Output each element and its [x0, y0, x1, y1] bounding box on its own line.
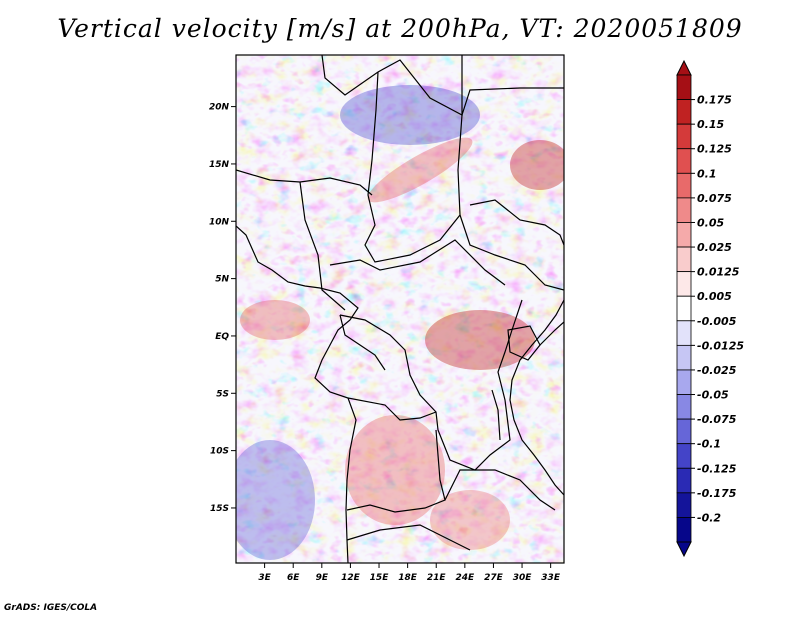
lat-tick-label: 5S — [216, 389, 229, 399]
colorbar-segment — [676, 271, 692, 297]
lat-tick-label: 5N — [215, 275, 229, 285]
congo-gabon-border — [339, 314, 386, 371]
political-boundaries — [236, 55, 564, 563]
field-texture — [236, 55, 564, 563]
latitude-axis: 20N 15N 10N 5N EQ 5S 10S 15S — [209, 103, 236, 514]
lat-tick-label: 15N — [209, 160, 230, 170]
colorbar-segment — [676, 517, 692, 543]
colorbar-segment — [676, 99, 692, 125]
colorbar: 0.175 0.15 0.125 0.1 0.075 0.05 0.025 0.0125 0.0… — [676, 59, 744, 558]
colorbar-segment — [676, 443, 692, 469]
colorbar-segment — [676, 418, 692, 445]
colorbar-top-arrow — [676, 59, 692, 76]
lake-tanganyika — [491, 389, 501, 441]
drc-border — [339, 299, 523, 471]
colorbar-label: -0.05 — [697, 389, 729, 402]
colorbar-label: 0.175 — [697, 94, 732, 107]
colorbar-segment — [676, 344, 692, 371]
colorbar-segment — [676, 394, 692, 420]
lat-tick-label: EQ — [215, 332, 229, 342]
colorbar-label: 0.025 — [697, 241, 732, 254]
lat-tick-label: 10N — [209, 217, 230, 227]
lon-tick-label: 33E — [541, 573, 561, 583]
lon-tick-label: 12E — [341, 573, 361, 583]
angola-border — [347, 397, 437, 421]
longitude-axis: 3E 6E 9E 12E 15E 18E 21E 24E 27E 30E 33E — [258, 563, 561, 583]
nigeria-cameroon-border — [299, 181, 346, 311]
south-sudan-border — [459, 214, 564, 291]
ethiopia-border — [469, 199, 564, 246]
lat-tick-label: 10S — [210, 447, 229, 457]
niger-nigeria-border — [236, 169, 373, 196]
colorbar-label: -0.025 — [697, 364, 737, 377]
lake-victoria — [507, 325, 541, 361]
map-frame — [235, 54, 565, 564]
colorbar-segment — [676, 320, 692, 346]
field-zambia-red — [430, 490, 510, 550]
grads-credit: GrADS: IGES/COLA — [4, 603, 98, 613]
colorbar-label: 0.005 — [697, 290, 732, 303]
field-sahara-blue — [340, 85, 480, 145]
car-border — [329, 239, 506, 286]
colorbar-label: -0.005 — [697, 315, 737, 328]
field-atlantic-blue — [236, 440, 315, 560]
colorbar-segment — [676, 148, 692, 174]
colorbar-label: -0.125 — [697, 462, 737, 475]
colorbar-label: 0.125 — [697, 143, 732, 156]
colorbar-segment — [676, 197, 692, 223]
colorbar-segment — [676, 246, 692, 273]
lon-tick-label: 3E — [258, 573, 271, 583]
libya-egypt-border — [321, 55, 463, 116]
colorbar-label: -0.075 — [697, 413, 737, 426]
colorbar-segment — [676, 222, 692, 248]
kenya-tanzania-border — [539, 321, 564, 346]
colorbar-segment — [676, 74, 692, 100]
velocity-field — [236, 55, 564, 563]
field-congo-red — [425, 310, 535, 370]
lon-tick-label: 18E — [398, 573, 418, 583]
lon-tick-label: 15E — [370, 573, 390, 583]
colorbar-bottom-arrow — [676, 541, 692, 558]
lat-tick-label: 20N — [209, 103, 230, 113]
colorbar-label: 0.075 — [697, 192, 732, 205]
chad-sudan-border — [364, 71, 463, 263]
colorbar-segment — [676, 295, 692, 322]
field-angola-red — [345, 415, 445, 525]
angola-zambia-border — [346, 429, 446, 513]
colorbar-label: 0.15 — [697, 118, 724, 131]
field-gulf-red — [240, 300, 310, 340]
colorbar-label: 0.05 — [697, 216, 724, 229]
namibia-border — [346, 524, 471, 551]
colorbar-segment — [676, 123, 692, 150]
colorbar-label: -0.1 — [697, 438, 721, 451]
east-africa-coastline — [509, 299, 564, 496]
colorbar-label: -0.175 — [697, 487, 737, 500]
colorbar-label: 0.0125 — [697, 266, 740, 279]
lat-tick-label: 15S — [210, 504, 229, 514]
colorbar-segment — [676, 369, 692, 395]
lon-tick-label: 27E — [484, 573, 504, 583]
colorbar-label: -0.0125 — [697, 339, 744, 352]
lon-tick-label: 30E — [513, 573, 533, 583]
west-africa-coastline — [236, 225, 359, 563]
field-sudan-red — [367, 137, 473, 203]
colorbar-label: -0.2 — [697, 511, 721, 524]
colorbar-segment — [676, 172, 692, 199]
colorbar-segment — [676, 492, 692, 518]
lon-tick-label: 21E — [427, 573, 447, 583]
lon-tick-label: 6E — [287, 573, 300, 583]
colorbar-label: 0.1 — [697, 167, 717, 180]
field-ethiopia-red — [510, 140, 564, 190]
map-title: Vertical velocity [m/s] at 200hPa, VT: 2… — [57, 14, 743, 43]
sudan-ethiopia-border — [461, 87, 564, 116]
lon-tick-label: 9E — [316, 573, 329, 583]
lon-tick-label: 24E — [455, 573, 475, 583]
zambia-border — [444, 469, 556, 511]
colorbar-segment — [676, 467, 692, 494]
